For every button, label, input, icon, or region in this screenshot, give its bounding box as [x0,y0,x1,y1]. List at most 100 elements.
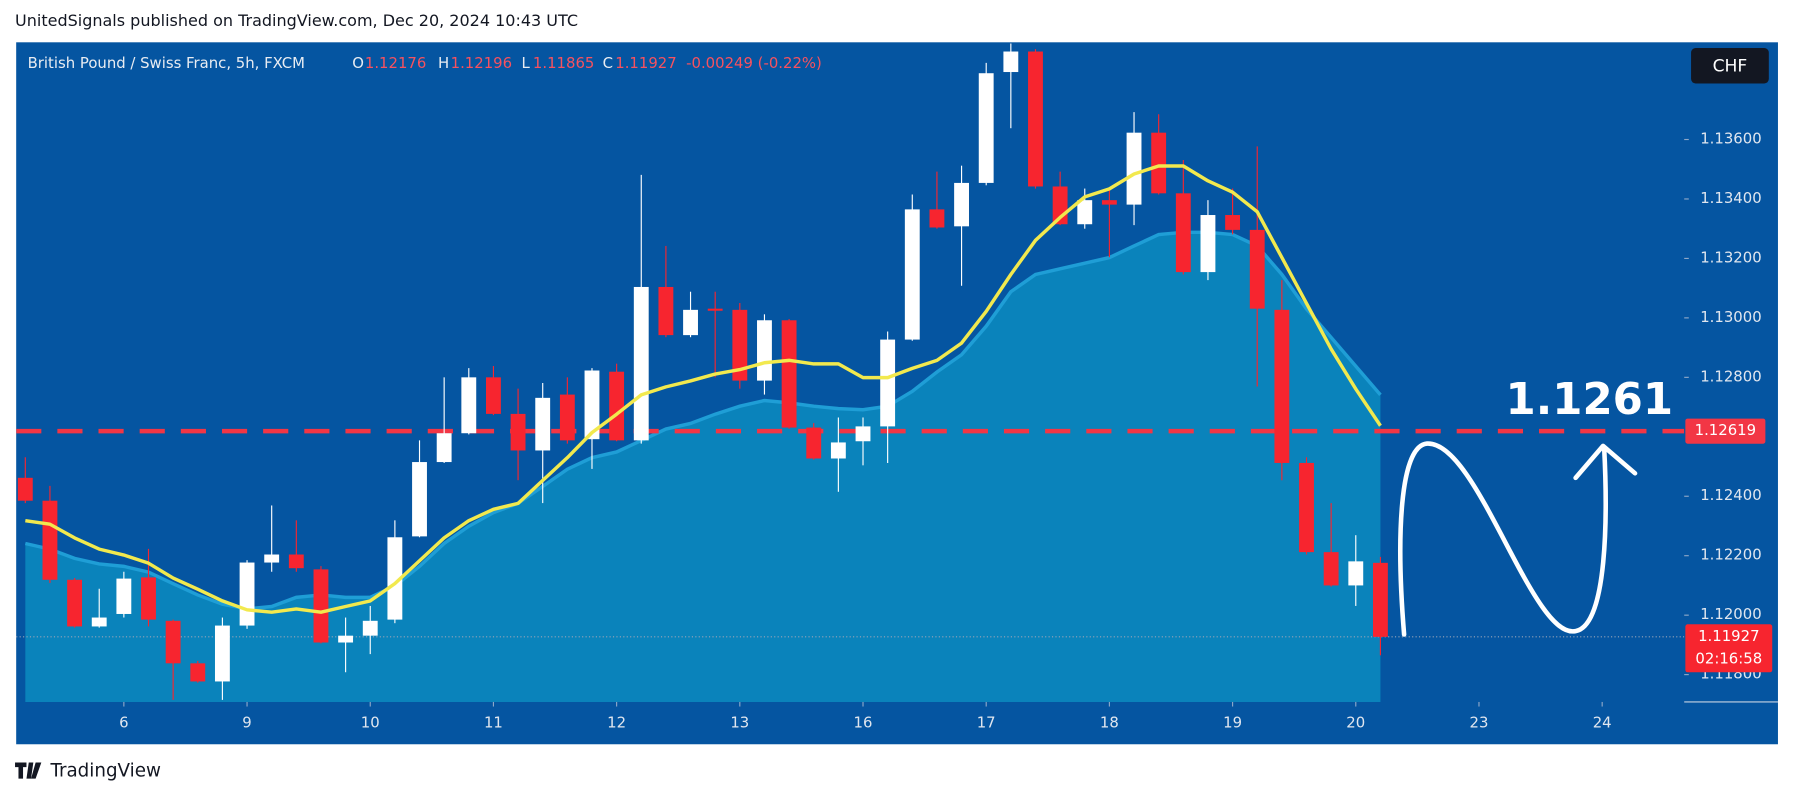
legend-label: O [352,54,364,72]
candle-body [806,427,822,459]
candle-body [67,579,83,627]
legend-value: 1.11865 [533,54,594,72]
candle-body [707,308,723,311]
candle-body [1151,132,1167,194]
candle-body [732,309,748,381]
candle-body [461,377,477,434]
candle-body [1372,562,1388,637]
y-tick-label: 1.12800 [1700,367,1761,385]
candle-body [1274,309,1290,463]
candle-body [91,617,107,627]
moving-average-line [25,164,1382,614]
x-tick-label: 24 [1593,714,1612,732]
candle-body [412,462,427,537]
candle-body [683,309,698,336]
currency-badge[interactable] [1691,48,1769,84]
y-tick-label: 1.13000 [1700,308,1761,326]
candle-body [1003,51,1019,73]
x-tick-label: 11 [484,714,503,732]
candle-body [239,562,255,626]
x-tick-label: 10 [361,714,380,732]
candle-body [17,477,33,501]
legend-value: 1.11927 [615,54,676,72]
currency-label: CHF [1713,56,1748,76]
y-tick-label: 1.12400 [1700,486,1761,504]
legend-label: L [522,54,531,72]
attribution: UnitedSignals published on TradingView.c… [15,11,578,30]
y-tick-label: 1.12000 [1700,605,1761,623]
candle-body [1028,51,1043,187]
indicator-area [25,232,1381,702]
candle-body [1126,132,1142,205]
overlay: 1.118001.120001.122001.124001.128001.130… [119,130,1778,732]
candle-body [190,663,206,682]
candle-body [855,426,871,442]
annotation-text: 1.1261 [1506,375,1674,425]
legend-label: H [438,54,449,72]
y-tick-label: 1.13600 [1700,130,1761,148]
level-price-label: 1.12619 [1695,421,1756,439]
candle-body [116,578,132,614]
candle-body [954,182,969,227]
candle-body [830,442,846,459]
candle-body [1200,215,1216,273]
candle-body [584,370,600,440]
candle-body [1175,193,1191,273]
x-tick-label: 16 [854,714,873,732]
candle-body [658,286,674,336]
candle-body [1101,200,1117,205]
candle-body [486,377,501,414]
legend-symbol: British Pound / Swiss Franc, 5h, FXCM [28,54,305,72]
plot [16,43,1685,702]
footer-brand: TradingView [49,761,161,782]
candle-body [214,625,230,682]
candle-body [633,286,649,441]
candle-body [1249,229,1265,309]
x-tick-label: 19 [1223,714,1242,732]
x-tick-label: 6 [119,714,128,732]
candle-body [362,620,378,636]
last-price-box [1685,624,1773,673]
legend-change: -0.00249 (-0.22%) [686,54,822,72]
y-tick-label: 1.13200 [1700,248,1761,266]
level-price-box [1685,418,1766,444]
legend-value: 1.12176 [365,54,426,72]
candle-body [436,433,452,463]
candle-body [609,371,625,441]
candle-body [757,320,772,381]
candle-body [165,620,181,664]
candle-body [338,635,354,643]
x-tick-label: 18 [1100,714,1119,732]
candle-body [313,569,329,643]
candle-body [510,413,526,451]
legend-value: 1.12196 [451,54,512,72]
candle-body [42,500,58,580]
x-tick-label: 23 [1470,714,1489,732]
candle-body [929,209,945,228]
candle-body [559,394,575,441]
candle-body [1077,200,1093,225]
candle-body [141,577,156,620]
logo-mark [15,762,42,779]
footer-logo [15,762,42,779]
x-tick-label: 20 [1346,714,1365,732]
candle-body [781,320,797,428]
candle-body [264,554,280,563]
candle-body [904,209,920,340]
candle-body [1323,552,1339,586]
candle-body [978,73,994,183]
y-tick-label: 1.13400 [1700,189,1761,207]
candle-body [1348,561,1364,586]
legend-label: C [603,54,613,72]
last-price-label: 1.11927 [1698,627,1759,645]
candle-body [1225,215,1241,230]
candle-body [288,554,304,569]
candle-body [880,339,896,427]
x-tick-label: 17 [977,714,996,732]
x-tick-label: 9 [242,714,251,732]
x-tick-label: 12 [607,714,626,732]
candle-body [535,397,551,451]
y-tick-label: 1.12200 [1700,546,1761,564]
candle-body [1299,462,1314,553]
